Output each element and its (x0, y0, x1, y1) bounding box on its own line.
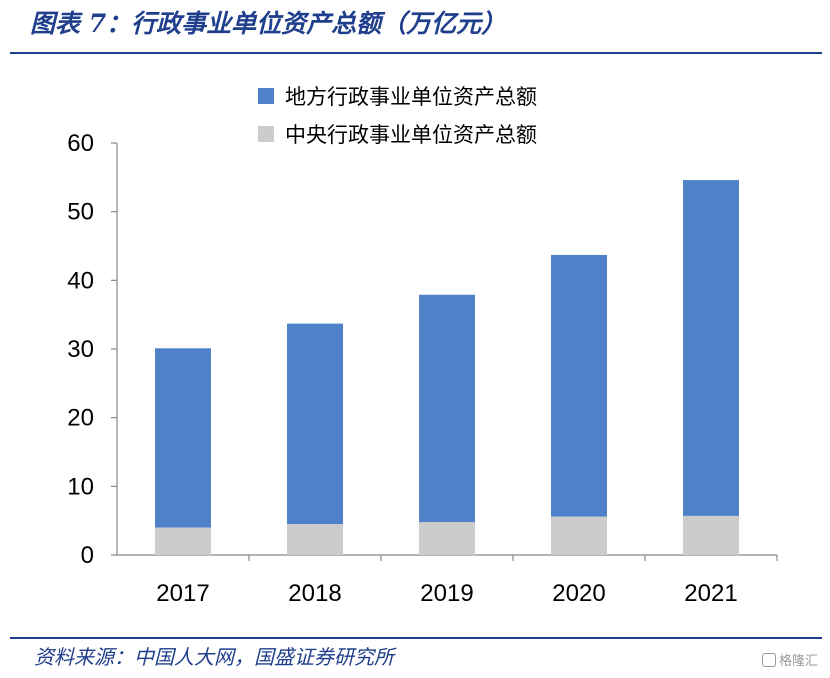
x-tick-label: 2019 (420, 580, 473, 607)
y-tick-label: 30 (67, 336, 94, 363)
bars (155, 180, 739, 555)
y-tick-label: 50 (67, 199, 94, 226)
legend-label: 地方行政事业单位资产总额 (285, 85, 537, 109)
bar-central (551, 516, 607, 555)
source-note: 资料来源：中国人大网，国盛证券研究所 (34, 645, 394, 669)
watermark-text: 格隆汇 (778, 654, 818, 669)
y-tick-label: 20 (67, 405, 94, 432)
watermark-logo-icon (761, 653, 776, 667)
bar-central (287, 524, 343, 555)
bar-local (287, 323, 343, 525)
y-tick-label: 40 (67, 267, 94, 294)
title-rule (10, 52, 822, 54)
legend-swatch (258, 88, 274, 104)
bar-central (419, 522, 475, 555)
x-tick-label: 2017 (156, 580, 209, 607)
figure-title: 图表 7：行政事业单位资产总额（万亿元） (30, 9, 507, 38)
y-tick-label: 10 (67, 473, 94, 500)
bar-local (551, 254, 607, 517)
axes: 0 10 20 30 40 50 60 2017 2018 2019 2020 2021 (67, 130, 778, 607)
bar-central (683, 515, 739, 555)
legend-swatch (258, 126, 274, 142)
y-tick-label: 0 (81, 542, 94, 569)
y-tick-label: 60 (67, 130, 94, 157)
x-tick-label: 2020 (552, 580, 605, 607)
bar-central (155, 527, 211, 555)
bar-local (683, 180, 739, 516)
x-tick-label: 2018 (288, 580, 341, 607)
bar-local (155, 348, 211, 528)
source-rule (10, 637, 822, 639)
bar-local (419, 294, 475, 523)
legend-label: 中央行政事业单位资产总额 (285, 123, 537, 147)
watermark: 格隆汇 (761, 650, 818, 669)
x-tick-label: 2021 (684, 580, 737, 607)
